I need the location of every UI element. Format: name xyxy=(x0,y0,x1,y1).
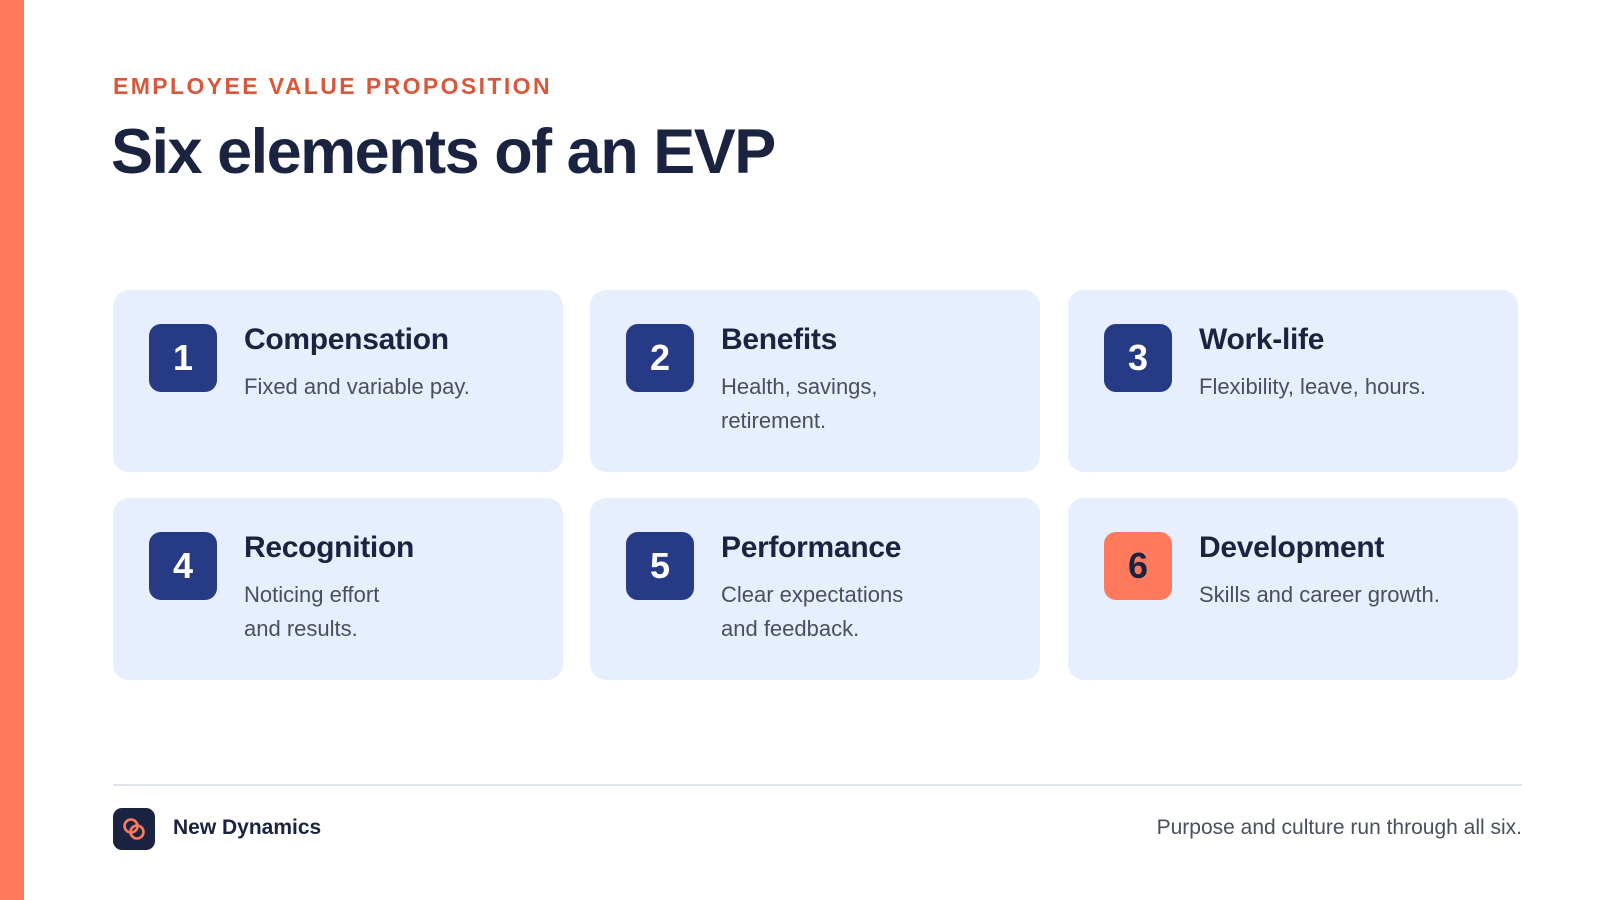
card-title: Recognition xyxy=(244,531,415,564)
card-description: Health, savings, retirement. xyxy=(721,374,878,433)
card-description: Clear expectations and feedback. xyxy=(721,582,904,641)
section-eyebrow: EMPLOYEE VALUE PROPOSITION xyxy=(113,73,552,99)
number-badge: 2 xyxy=(626,324,694,392)
number-badge: 3 xyxy=(1104,324,1172,392)
card-description: Noticing effort and results. xyxy=(244,582,380,641)
interlocking-circles-icon xyxy=(123,818,145,840)
card-title: Compensation xyxy=(244,323,449,356)
card-recognition: 4 Recognition Noticing effort and result… xyxy=(113,498,563,680)
accent-bar xyxy=(0,0,24,900)
brand-name: New Dynamics xyxy=(173,816,322,839)
card-title: Development xyxy=(1199,531,1385,564)
card-performance: 5 Performance Clear expectations and fee… xyxy=(590,498,1040,680)
number-badge: 5 xyxy=(626,532,694,600)
number-badge: 1 xyxy=(149,324,217,392)
card-title: Benefits xyxy=(721,323,837,356)
footer-note: Purpose and culture run through all six. xyxy=(1156,816,1522,839)
card-work-life: 3 Work-life Flexibility, leave, hours. xyxy=(1068,290,1518,472)
card-development: 6 Development Skills and career growth. xyxy=(1068,498,1518,680)
card-description: Flexibility, leave, hours. xyxy=(1199,374,1427,399)
card-description: Fixed and variable pay. xyxy=(244,374,470,399)
card-benefits: 2 Benefits Health, savings, retirement. xyxy=(590,290,1040,472)
card-description: Skills and career growth. xyxy=(1199,582,1440,607)
number-badge: 6 xyxy=(1104,532,1172,600)
number-badge: 4 xyxy=(149,532,217,600)
page-title: Six elements of an EVP xyxy=(111,117,776,187)
brand-logo xyxy=(113,808,155,850)
card-title: Performance xyxy=(721,531,902,564)
card-title: Work-life xyxy=(1199,323,1325,356)
footer-divider xyxy=(113,784,1522,786)
card-compensation: 1 Compensation Fixed and variable pay. xyxy=(113,290,563,472)
